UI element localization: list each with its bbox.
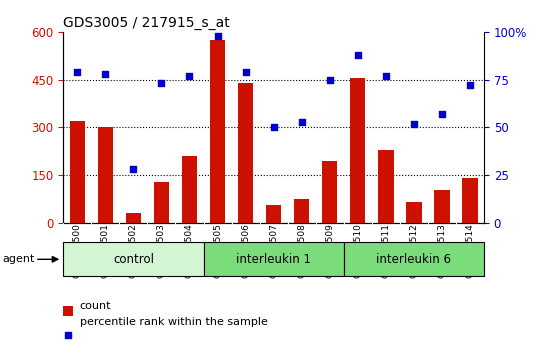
Text: GSM211514: GSM211514 [465,224,475,278]
Point [73,69,82,75]
Text: percentile rank within the sample: percentile rank within the sample [80,317,268,327]
Point [185,73,194,79]
Bar [63,306,73,316]
Bar [266,205,282,223]
Point [438,111,447,117]
Bar [294,199,310,223]
Bar [344,242,484,276]
Text: GSM211511: GSM211511 [381,224,390,279]
Text: GSM211507: GSM211507 [269,224,278,279]
Point [382,73,390,79]
Bar [210,40,226,223]
Bar [125,213,141,223]
Point [297,119,306,125]
Bar [97,127,113,223]
Text: GSM211504: GSM211504 [185,224,194,278]
Text: GSM211500: GSM211500 [73,224,82,279]
Point [270,125,278,130]
Bar [434,190,450,223]
Point [465,82,474,88]
Text: GSM211502: GSM211502 [129,224,138,278]
Text: control: control [113,253,154,266]
Text: interleukin 1: interleukin 1 [236,253,311,266]
Text: GSM211509: GSM211509 [325,224,334,279]
Point [353,52,362,58]
Point [157,81,166,86]
Text: GSM211510: GSM211510 [353,224,362,279]
Point [409,121,418,126]
Point [326,77,334,82]
Text: GDS3005 / 217915_s_at: GDS3005 / 217915_s_at [63,16,230,30]
Point [241,69,250,75]
Bar [378,150,394,223]
Point [213,33,222,39]
Bar [69,121,85,223]
Bar [406,202,422,223]
Text: GSM211503: GSM211503 [157,224,166,279]
Text: agent: agent [3,254,35,264]
Point [129,167,138,172]
Bar [462,178,478,223]
Bar [350,78,366,223]
Text: count: count [80,301,111,311]
Bar [204,242,344,276]
Point [64,332,73,337]
Text: GSM211505: GSM211505 [213,224,222,279]
Bar [63,242,204,276]
Text: GSM211513: GSM211513 [437,224,447,279]
Text: GSM211512: GSM211512 [409,224,419,278]
Bar [153,182,169,223]
Text: interleukin 6: interleukin 6 [376,253,452,266]
Text: GSM211508: GSM211508 [297,224,306,279]
Text: GSM211506: GSM211506 [241,224,250,279]
Bar [238,83,254,223]
Text: GSM211501: GSM211501 [101,224,110,279]
Point [101,71,110,77]
Bar [182,156,197,223]
Bar [322,161,338,223]
